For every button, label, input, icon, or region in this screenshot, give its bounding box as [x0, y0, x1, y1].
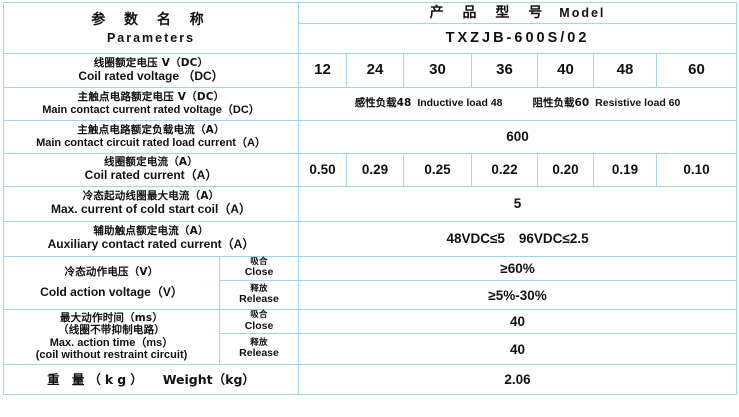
label-weight-en: Weight（kg）	[162, 371, 255, 387]
cell-coil-voltage-30: 30	[403, 52, 472, 88]
label-cold-action-voltage-cn: 冷态动作电压（V）	[64, 265, 159, 278]
label-max-current-cold-start-coil-en: Max. current of cold start coil（A）	[50, 202, 252, 217]
label-max-action-time: 最大动作时间（ms） （线圈不带抑制电路） Max. action time（m…	[3, 309, 220, 366]
cell-coil-current-12: 0.50	[298, 152, 347, 187]
label-coil-rated-current: 线圈额定电流（A） Coil rated current（A）	[3, 152, 299, 187]
cell-cold-action-voltage-release-value: ≥5%-30%	[297, 280, 738, 311]
label-auxiliary-contact-rated-current: 辅助触点额定电流（A） Auxiliary contact rated curr…	[3, 220, 299, 257]
cell-auxiliary-contact-rated-current-value: 48VDC≤5 96VDC≤2.5	[297, 220, 738, 257]
subcol-cold-action-release-en: Release	[239, 293, 279, 306]
row-coil-rated-current: 线圈额定电流（A） Coil rated current（A） 0.50 0.2…	[3, 152, 738, 187]
subcol-max-action-close: 吸合 Close	[219, 309, 299, 335]
label-max-current-cold-start-coil-cn: 冷态起动线圈最大电流（A）	[82, 190, 220, 203]
cell-coil-voltage-60: 60	[655, 52, 738, 88]
label-max-action-time-cn2: （线圈不带抑制电路）	[58, 323, 165, 336]
row-auxiliary-contact-rated-current: 辅助触点额定电流（A） Auxiliary contact rated curr…	[3, 220, 738, 257]
cell-coil-voltage-12: 12	[298, 52, 347, 88]
row-weight: 重 量（kg） Weight（kg） 2.06	[3, 364, 738, 396]
label-weight: 重 量（kg） Weight（kg）	[3, 364, 299, 396]
subcol-cold-action-release-cn: 释放	[250, 283, 268, 294]
aux-value-96vdc: 96VDC≤2.5	[518, 231, 589, 247]
subcol-cold-action-close-cn: 吸合	[250, 256, 268, 267]
cell-max-action-time-release-value: 40	[297, 333, 738, 366]
row-cold-action-voltage-close: 冷态动作电压（V） Cold action voltage（V） 吸合 Clos…	[3, 255, 738, 311]
label-coil-rated-current-en: Coil rated current（A）	[84, 168, 218, 183]
label-coil-rated-voltage: 线圈额定电压 V（DC） Coil rated voltage （DC）	[3, 52, 299, 88]
subcol-max-action-release: 释放 Release	[219, 333, 299, 366]
label-main-contact-rated-voltage: 主触点电路额定电压 V（DC） Main contact current rat…	[3, 86, 299, 121]
subcol-max-action-release-cn: 释放	[250, 337, 268, 348]
aux-value-48vdc: 48VDC≤5	[446, 231, 505, 247]
header-parameters-cell: 参 数 名 称 Parameters	[3, 2, 299, 54]
cell-weight-value: 2.06	[297, 364, 738, 396]
header-parameters-en: Parameters	[106, 31, 196, 46]
cell-max-action-time-close-value: 40	[297, 309, 738, 335]
label-main-contact-rated-load-current-en: Main contact circuit rated load current（…	[36, 136, 266, 149]
cell-max-current-cold-start-coil-value: 5	[297, 185, 738, 222]
label-max-action-time-en1: Max. action time（ms）	[49, 336, 174, 349]
label-coil-rated-voltage-en: Coil rated voltage （DC）	[78, 68, 224, 83]
label-main-contact-rated-voltage-en: Main contact current rated voltage（DC）	[42, 103, 260, 116]
header-model-cell: 产 品 型 号 Model	[297, 2, 738, 24]
specification-table: 参 数 名 称 Parameters 产 品 型 号 Model TXZJB-60…	[3, 2, 738, 396]
cell-coil-voltage-24: 24	[346, 52, 404, 88]
cell-coil-current-40: 0.20	[537, 152, 594, 187]
row-cold-action-voltage-release: 释放 Release ≥5%-30%	[4, 280, 738, 311]
label-cold-action-voltage: 冷态动作电压（V） Cold action voltage（V）	[3, 255, 220, 311]
label-max-current-cold-start-coil: 冷态起动线圈最大电流（A） Max. current of cold start…	[3, 185, 299, 222]
cell-main-contact-rated-load-current-value: 600	[297, 119, 738, 154]
label-auxiliary-contact-rated-current-en: Auxiliary contact rated current（A）	[47, 237, 255, 252]
row-max-current-cold-start-coil: 冷态起动线圈最大电流（A） Max. current of cold start…	[3, 185, 738, 222]
cell-load-types: 感性负载48 Inductive load 48 阻性负载60 Resistive l…	[297, 86, 738, 121]
cell-coil-voltage-40: 40	[537, 52, 594, 88]
label-coil-rated-current-cn: 线圈额定电流（A）	[104, 156, 198, 169]
cell-coil-current-24: 0.29	[346, 152, 404, 187]
label-max-action-time-cn1: 最大动作时间（ms）	[59, 312, 164, 325]
cell-coil-current-60: 0.10	[655, 152, 738, 187]
model-value-cell: TXZJB-600S/02	[297, 22, 738, 54]
label-auxiliary-contact-rated-current-cn: 辅助触点额定电流（A）	[93, 225, 209, 238]
header-model-cn: 产 品 型 号	[429, 5, 550, 21]
cell-coil-current-48: 0.19	[593, 152, 657, 187]
load-resistive-cn: 阻性负载60	[532, 97, 590, 110]
subcol-cold-action-release: 释放 Release	[219, 280, 299, 311]
cell-coil-current-30: 0.25	[403, 152, 472, 187]
subcol-cold-action-close: 吸合 Close	[219, 255, 299, 282]
header-parameters-cn: 参 数 名 称	[91, 11, 211, 28]
row-main-contact-rated-voltage: 主触点电路额定电压 V（DC） Main contact current rat…	[3, 86, 738, 121]
subcol-cold-action-close-en: Close	[244, 266, 274, 279]
model-value-row: TXZJB-600S/02	[4, 22, 738, 54]
label-coil-rated-voltage-cn: 线圈额定电压 V（DC）	[93, 56, 209, 69]
load-inductive-en: Inductive load 48	[417, 97, 503, 110]
cell-coil-voltage-36: 36	[471, 52, 538, 88]
subcol-max-action-release-en: Release	[239, 347, 279, 360]
header-model-en: Model	[559, 6, 606, 20]
subcol-max-action-close-en: Close	[244, 319, 274, 332]
row-max-action-time-close: 最大动作时间（ms） （线圈不带抑制电路） Max. action time（m…	[3, 309, 738, 366]
cell-coil-current-36: 0.22	[471, 152, 538, 187]
table-header-row: 参 数 名 称 Parameters 产 品 型 号 Model	[3, 2, 738, 54]
label-cold-action-voltage-en: Cold action voltage（V）	[40, 284, 183, 299]
row-coil-rated-voltage: 线圈额定电压 V（DC） Coil rated voltage （DC） 12 …	[3, 52, 738, 88]
load-inductive-cn: 感性负载48	[354, 97, 412, 110]
row-main-contact-rated-load-current: 主触点电路额定负载电流（A） Main contact circuit rate…	[3, 119, 738, 154]
cell-cold-action-voltage-close-value: ≥60%	[297, 255, 738, 282]
cell-coil-voltage-48: 48	[593, 52, 657, 88]
label-main-contact-rated-load-current-cn: 主触点电路额定负载电流（A）	[77, 123, 225, 136]
label-weight-cn: 重 量（kg）	[47, 371, 147, 387]
load-resistive-en: Resistive load 60	[595, 97, 681, 110]
label-main-contact-rated-load-current: 主触点电路额定负载电流（A） Main contact circuit rate…	[3, 119, 299, 154]
row-max-action-time-release: 释放 Release 40	[4, 333, 738, 366]
label-main-contact-rated-voltage-cn: 主触点电路额定电压 V（DC）	[77, 90, 225, 103]
subcol-max-action-close-cn: 吸合	[250, 310, 268, 321]
label-max-action-time-en2: (coil without restraint circuit)	[35, 349, 188, 362]
